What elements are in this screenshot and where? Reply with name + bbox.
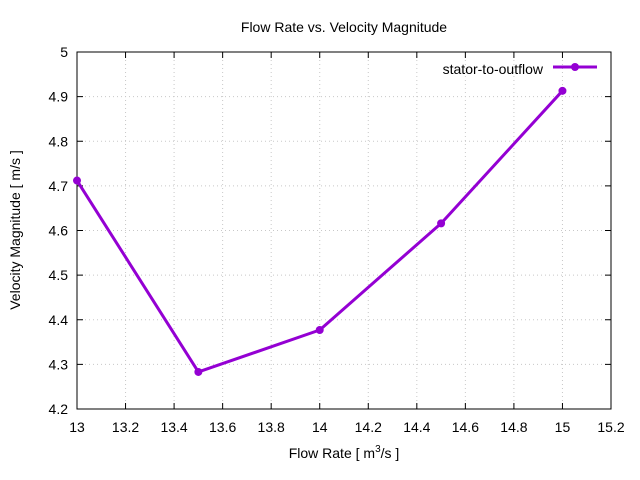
legend-label: stator-to-outflow: [443, 61, 544, 77]
x-tick-label: 14: [312, 419, 328, 435]
data-point: [558, 86, 567, 95]
x-tick-label: 15.2: [597, 419, 624, 435]
legend: stator-to-outflow: [443, 61, 597, 77]
y-tick-label: 4.3: [49, 356, 69, 372]
x-tick-label: 14.4: [403, 419, 430, 435]
x-axis-title-tail: /s ]: [381, 445, 400, 461]
x-tick-label: 14.2: [355, 419, 382, 435]
x-axis-title-superscript: 3: [375, 444, 381, 455]
x-axis-title: Flow Rate [ m3/s ]: [289, 444, 400, 461]
y-tick-label: 4.2: [49, 401, 69, 417]
series-layer: [73, 86, 567, 376]
grid: [77, 52, 611, 409]
x-tick-label: 13.4: [160, 419, 187, 435]
x-tick-label: 15: [555, 419, 571, 435]
x-tick-label: 13: [69, 419, 85, 435]
legend-marker: [571, 63, 579, 71]
y-tick-label: 4.4: [49, 312, 69, 328]
x-tick-label: 14.6: [452, 419, 479, 435]
y-tick-label: 4.6: [49, 223, 69, 239]
y-tick-label: 4.5: [49, 267, 69, 283]
y-axis-title: Velocity Magnitude [ m/s ]: [7, 150, 23, 310]
data-point: [437, 219, 446, 228]
chart-title: Flow Rate vs. Velocity Magnitude: [241, 19, 447, 35]
data-point: [315, 326, 324, 335]
y-tick-label: 4.8: [49, 133, 69, 149]
data-point: [194, 367, 203, 376]
y-tick-label: 4.7: [49, 178, 69, 194]
data-point: [73, 176, 81, 185]
x-tick-label: 13.2: [112, 419, 139, 435]
x-axis-title-main: Flow Rate [ m: [289, 445, 375, 461]
x-tick-label: 14.8: [500, 419, 527, 435]
axis-ticks: 13 13.2 13.4 13.6 13.8 14 14.2 14.4 14.6 14.8 15 15…: [49, 44, 625, 435]
y-tick-label: 4.9: [49, 89, 69, 105]
y-tick-label: 5: [60, 44, 68, 60]
x-tick-label: 13.8: [258, 419, 285, 435]
x-tick-label: 13.6: [209, 419, 236, 435]
